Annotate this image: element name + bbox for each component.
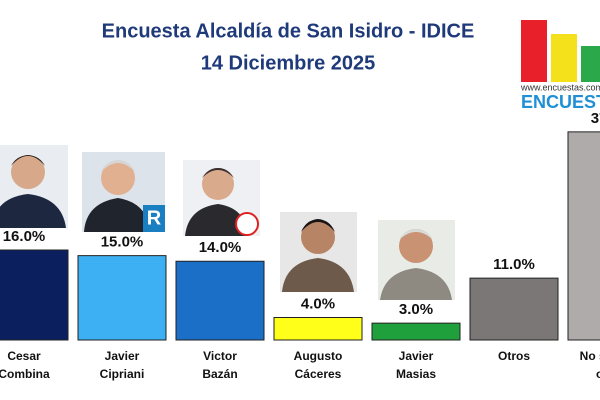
x-tick-label: Victor: [203, 349, 237, 363]
value-label: 4.0%: [301, 295, 335, 312]
logo: www.encuestas.com ENCUESTAS: [520, 20, 600, 112]
bar: [469, 277, 559, 341]
logo-url: www.encuestas.com: [520, 82, 600, 92]
bar: [273, 317, 363, 341]
bar: [0, 249, 69, 341]
x-tick-label: Augusto: [294, 349, 343, 363]
chart-title: Encuesta Alcaldía de San Isidro - IDICE: [102, 20, 475, 42]
value-label: 3.0%: [399, 301, 433, 318]
bar: [371, 322, 461, 341]
photos: R: [0, 145, 455, 300]
photo: [183, 160, 260, 236]
photo: [280, 212, 357, 292]
bar: [77, 255, 167, 341]
x-tick-label: opina: [596, 367, 600, 381]
x-tick-label: Masias: [396, 367, 436, 381]
value-label: 11.0%: [493, 256, 535, 273]
bar: [175, 260, 265, 341]
bar: [567, 131, 600, 341]
x-tick-label: Bazán: [202, 367, 237, 381]
x-tick-label: Javier: [105, 349, 140, 363]
value-label: 16.0%: [3, 228, 46, 245]
x-tick-label: Otros: [498, 349, 530, 363]
x-tick-label: Cesar: [7, 349, 41, 363]
logo-text: ENCUESTAS: [521, 92, 600, 112]
photo: [378, 220, 455, 300]
x-tick-label: Cipriani: [100, 367, 145, 381]
svg-text:R: R: [147, 207, 162, 229]
photo: R: [82, 152, 165, 232]
value-label: 14.0%: [199, 239, 242, 256]
x-tick-label: Cáceres: [295, 367, 342, 381]
x-tick-label: Javier: [399, 349, 434, 363]
value-label: 15.0%: [101, 234, 144, 251]
photo: [0, 145, 68, 228]
value-label: 37.0%: [591, 110, 600, 127]
x-tick-label: No sabe no: [580, 349, 600, 363]
chart-subtitle: 14 Diciembre 2025: [201, 52, 376, 74]
x-tick-label: Combina: [0, 367, 50, 381]
